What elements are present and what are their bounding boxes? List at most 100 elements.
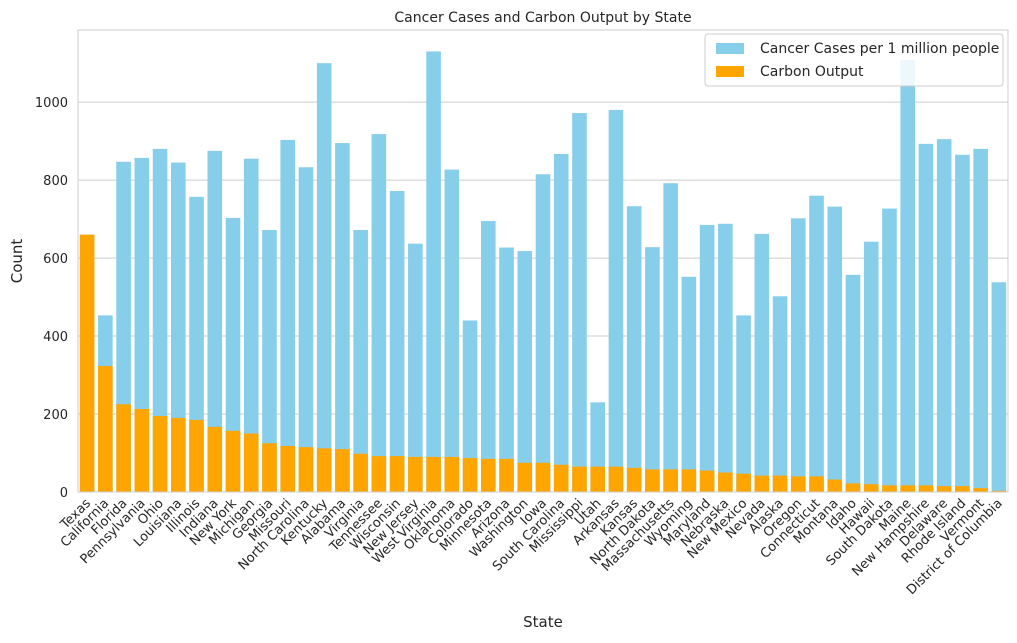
plot-frame — [77, 29, 1009, 493]
bar-cancer-26 — [553, 153, 569, 493]
bar-cancer-18 — [408, 243, 423, 492]
bar-carbon-43 — [863, 484, 879, 492]
bar-cancer-48 — [955, 154, 970, 492]
bar-cancer-21 — [462, 320, 478, 492]
bar-cancer-40 — [809, 195, 824, 492]
bar-cancer-35 — [718, 223, 733, 492]
bar-carbon-4 — [152, 415, 168, 492]
bar-cancer-24 — [517, 251, 533, 492]
bar-carbon-9 — [243, 433, 259, 492]
bar-cancer-7 — [207, 150, 223, 492]
y-tick-label: 1000 — [35, 96, 68, 111]
bar-cancer-27 — [572, 113, 587, 493]
bar-cancer-44 — [882, 208, 897, 493]
y-tick-labels: 0 200 400 600 800 1000 — [35, 96, 68, 501]
bar-carbon-14 — [335, 449, 350, 492]
y-tick-label: 600 — [43, 252, 68, 267]
bar-cancer-20 — [444, 169, 460, 492]
bar-cancer-25 — [535, 174, 551, 492]
bar-carbon-0 — [79, 234, 95, 493]
y-tick-label: 800 — [43, 174, 68, 189]
bar-carbon-31 — [645, 469, 660, 492]
bar-cancer-49 — [973, 148, 988, 493]
bar-carbon-21 — [462, 458, 478, 492]
bar-carbon-39 — [791, 476, 806, 492]
bar-carbon-40 — [809, 476, 824, 492]
bar-carbon-24 — [517, 462, 533, 492]
bar-cancer-41 — [827, 206, 843, 492]
bar-carbon-19 — [426, 456, 441, 492]
bar-cancer-23 — [499, 247, 514, 492]
bar-cancer-29 — [608, 109, 624, 493]
bar-cancer-13 — [316, 63, 332, 492]
bar-carbon-10 — [262, 443, 277, 492]
bar-cancer-46 — [918, 143, 934, 493]
bar-carbon-30 — [626, 467, 642, 492]
bar-cancer-6 — [189, 196, 204, 492]
bar-cancer-19 — [426, 51, 441, 492]
bar-carbon-41 — [827, 479, 843, 492]
bar-carbon-45 — [900, 485, 915, 492]
bar-cancer-45 — [900, 60, 915, 492]
legend-swatch-carbon — [716, 66, 744, 77]
bar-cancer-43 — [863, 241, 879, 492]
bar-carbon-18 — [408, 456, 423, 492]
bar-carbon-7 — [207, 426, 223, 492]
bar-cancer-15 — [353, 230, 368, 492]
bars — [79, 51, 1007, 493]
bar-cancer-50 — [991, 282, 1007, 492]
bar-cancer-11 — [280, 139, 295, 492]
bar-carbon-34 — [699, 470, 715, 492]
bar-carbon-2 — [116, 404, 131, 492]
bar-cancer-16 — [371, 134, 387, 493]
bar-cancer-4 — [152, 148, 168, 493]
bar-cancer-8 — [225, 217, 241, 492]
x-axis-label: State — [523, 613, 563, 631]
legend: Cancer Cases per 1 million people Carbon… — [704, 33, 1004, 87]
bar-carbon-5 — [171, 417, 186, 492]
bar-carbon-48 — [955, 486, 970, 492]
bar-carbon-50 — [991, 490, 1007, 492]
bar-carbon-3 — [134, 408, 150, 492]
bar-cancer-32 — [663, 183, 678, 492]
bar-carbon-26 — [553, 464, 569, 492]
bar-cancer-5 — [171, 162, 186, 493]
bar-carbon-11 — [280, 445, 295, 492]
bar-carbon-13 — [316, 448, 332, 492]
bar-cancer-42 — [845, 274, 861, 492]
bar-cancer-3 — [134, 157, 150, 492]
bar-cancer-34 — [699, 224, 715, 492]
bar-carbon-33 — [681, 469, 697, 492]
bar-cancer-38 — [772, 296, 788, 492]
bar-cancer-17 — [389, 191, 405, 493]
bar-carbon-44 — [882, 485, 897, 492]
bar-carbon-36 — [736, 473, 751, 492]
y-tick-label: 200 — [43, 408, 68, 423]
bar-cancer-10 — [262, 230, 277, 492]
bar-cancer-47 — [936, 139, 952, 492]
bar-cancer-12 — [298, 167, 314, 492]
bar-cancer-14 — [335, 143, 350, 492]
bar-carbon-12 — [298, 447, 314, 492]
bar-cancer-22 — [481, 221, 496, 493]
bar-carbon-46 — [918, 485, 934, 492]
bar-carbon-47 — [936, 486, 952, 492]
y-tick-label: 0 — [60, 486, 68, 501]
bar-cancer-37 — [754, 233, 770, 492]
bar-cancer-36 — [736, 315, 751, 492]
legend-label-cancer: Cancer Cases per 1 million people — [760, 41, 999, 57]
y-tick-label: 400 — [43, 330, 68, 345]
bar-carbon-25 — [535, 462, 551, 492]
bar-carbon-6 — [189, 419, 204, 492]
bar-carbon-16 — [371, 456, 387, 492]
bar-carbon-32 — [663, 469, 678, 492]
bar-carbon-23 — [499, 458, 514, 492]
bar-carbon-35 — [718, 472, 733, 492]
bar-carbon-20 — [444, 456, 460, 492]
chart-title: Cancer Cases and Carbon Output by State — [394, 10, 691, 26]
bar-carbon-38 — [772, 475, 788, 492]
bar-carbon-27 — [572, 466, 587, 492]
bar-cancer-30 — [626, 206, 642, 492]
